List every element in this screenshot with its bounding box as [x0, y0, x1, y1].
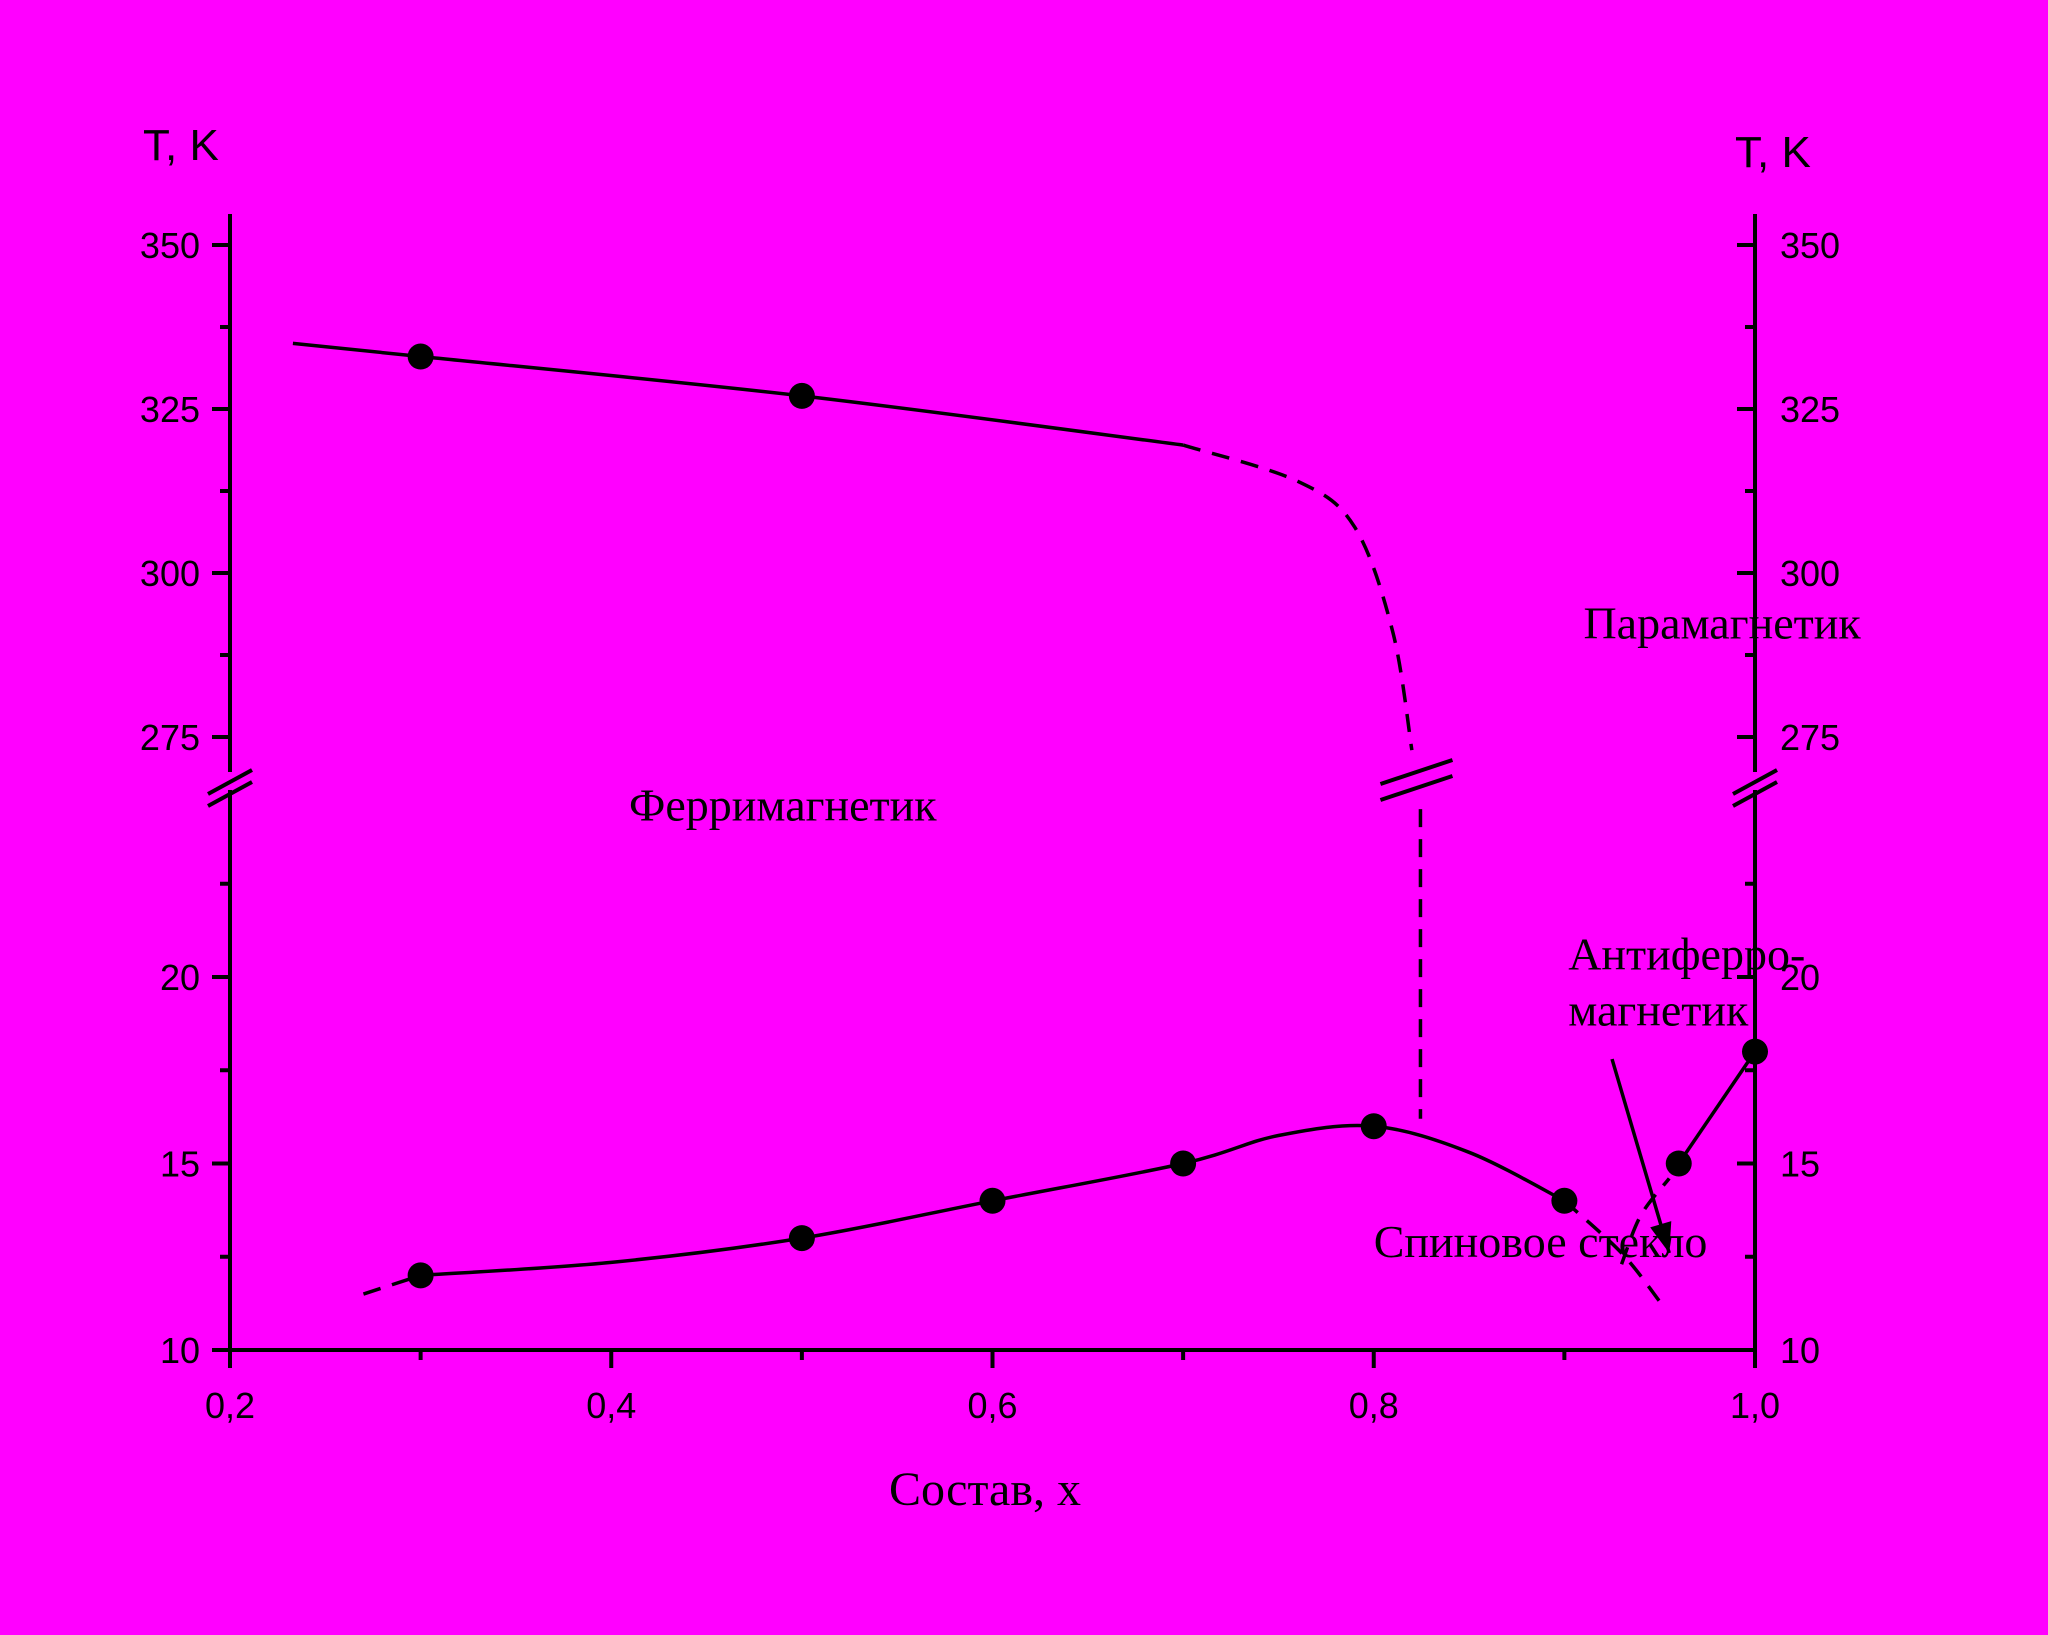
right-axis-break-mark: [1732, 780, 1778, 808]
spin-glass-boundary-dashed-start: [362, 1273, 422, 1296]
x-tick-label: 0,6: [967, 1385, 1017, 1426]
right-y-tick-label: 350: [1780, 225, 1840, 266]
left-axis-break-mark: [207, 768, 253, 796]
right-y-tick-label: 300: [1780, 553, 1840, 594]
data-point-marker: [407, 1262, 434, 1289]
x-tick-label: 0,2: [205, 1385, 255, 1426]
right-y-tick-label: 325: [1780, 389, 1840, 430]
left-y-tick-label: 275: [140, 717, 200, 758]
right-y-tick-label: 15: [1780, 1144, 1820, 1185]
x-tick-label: 1,0: [1730, 1385, 1780, 1426]
annotation-arrow-line: [1610, 1058, 1671, 1254]
left-axis-break-mark: [207, 780, 253, 808]
data-point-marker: [407, 343, 434, 370]
curve-break-mark: [1379, 758, 1454, 786]
data-point-marker: [979, 1187, 1006, 1214]
left-y-axis-label: T, K: [143, 121, 219, 170]
region-label: Парамагнетик: [1583, 598, 1861, 649]
data-point-marker: [1551, 1187, 1578, 1214]
left-y-tick-label: 15: [160, 1144, 200, 1185]
right-y-tick-label: 275: [1780, 717, 1840, 758]
ferri-para-boundary-dashed-line: [1182, 443, 1414, 751]
right-y-axis-label: T, K: [1735, 128, 1811, 177]
spin-glass-boundary-dashed-end: [1563, 1199, 1662, 1303]
antiferro-boundary-dashed-line: [1619, 1177, 1671, 1265]
region-label: магнетик: [1568, 984, 1749, 1035]
region-label: Ферримагнетик: [629, 779, 937, 830]
region-label: Антиферро-: [1568, 929, 1805, 980]
annotation-arrow-head: [1650, 1221, 1672, 1254]
data-point-marker: [788, 1225, 815, 1252]
data-markers: [407, 343, 1768, 1289]
x-axis-label: Состав, x: [889, 1463, 1081, 1516]
data-point-marker: [788, 382, 815, 409]
antiferro-boundary-solid-line: [1677, 1050, 1757, 1165]
data-point-marker: [1360, 1113, 1387, 1140]
ferri-para-boundary-solid-line: [292, 341, 1184, 447]
left-y-tick-label: 325: [140, 389, 200, 430]
data-point-marker: [1170, 1150, 1197, 1177]
right-y-tick-label: 20: [1780, 957, 1820, 998]
data-point-marker: [1665, 1150, 1692, 1177]
left-y-tick-label: 10: [160, 1330, 200, 1371]
axes: 0,2 0,4 0,6 0,8 1,0 275 275 300 300 325 325 350 350 1…: [140, 214, 1840, 1426]
data-point-marker: [1742, 1038, 1768, 1065]
left-y-tick-label: 300: [140, 553, 200, 594]
right-axis-break-mark: [1732, 768, 1778, 796]
left-y-tick-label: 20: [160, 957, 200, 998]
spin-glass-boundary-solid-line: [420, 1123, 1566, 1278]
right-y-tick-label: 10: [1780, 1330, 1820, 1371]
curve-break-mark: [1379, 774, 1454, 802]
x-tick-label: 0,8: [1349, 1385, 1399, 1426]
data-curves: [292, 341, 1757, 1303]
annotation-labels: Парамагнетик Ферримагнетик Антиферро-магне…: [629, 598, 1861, 1267]
left-y-tick-label: 350: [140, 225, 200, 266]
region-label: Спиновое стекло: [1374, 1216, 1708, 1267]
x-tick-label: 0,4: [586, 1385, 636, 1426]
